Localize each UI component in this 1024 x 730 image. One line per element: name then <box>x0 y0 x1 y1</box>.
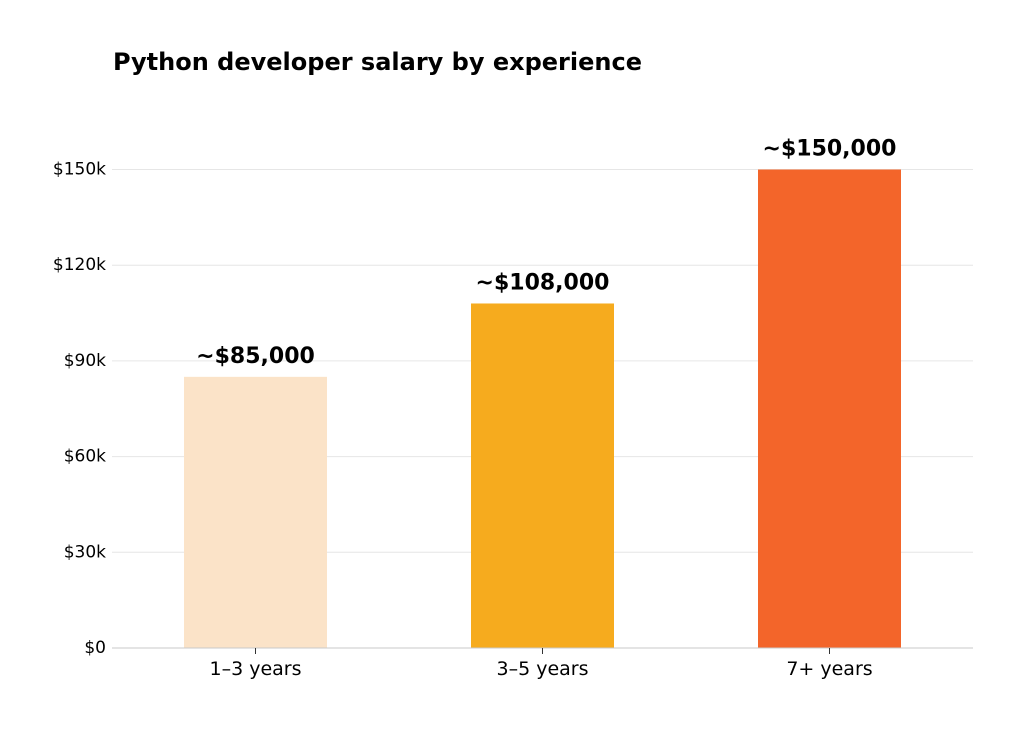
y-axis-tick-labels: $0 $30k $60k $90k $120k $150k <box>53 160 106 659</box>
x-tick-label: 3–5 years <box>496 658 588 680</box>
bars <box>184 169 901 648</box>
data-label: ~$85,000 <box>196 344 315 369</box>
chart-title: Python developer salary by experience <box>113 48 642 76</box>
data-label: ~$108,000 <box>476 270 610 295</box>
x-axis-ticks: 1–3 years 3–5 years 7+ years <box>209 648 873 680</box>
data-labels: ~$85,000 ~$108,000 ~$150,000 <box>196 137 896 369</box>
y-tick-label: $150k <box>53 160 106 180</box>
y-tick-label: $120k <box>53 255 106 275</box>
data-label: ~$150,000 <box>763 137 897 162</box>
y-tick-label: $30k <box>64 542 106 562</box>
y-tick-label: $90k <box>64 351 106 371</box>
y-tick-label: $60k <box>64 447 106 467</box>
bar <box>184 376 327 648</box>
bar <box>758 169 901 648</box>
x-tick-label: 1–3 years <box>209 658 301 680</box>
y-tick-label: $0 <box>84 638 106 658</box>
bar <box>471 303 614 648</box>
x-tick-label: 7+ years <box>786 658 872 680</box>
